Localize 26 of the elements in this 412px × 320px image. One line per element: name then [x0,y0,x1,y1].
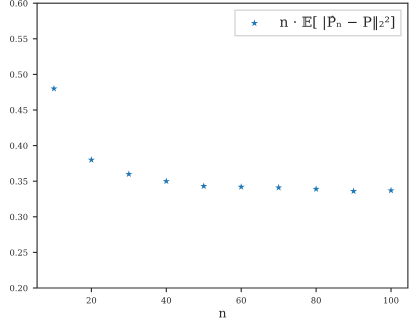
legend-label: n · 𝔼[ |P̂ₙ − P‖₂²] [280,16,394,30]
y-tick-label: 0.35 [10,178,28,184]
y-tick-label: 0.25 [10,249,28,256]
y-tick-label: 0.60 [10,0,28,6]
y-tick-label: 0.30 [10,214,28,220]
point [50,84,58,92]
x-tick-label: 60 [236,297,246,304]
point [350,187,358,194]
point [312,185,320,192]
point [162,178,170,184]
y-tick-label: 0.45 [10,106,28,114]
x-tick-label: 100 [384,297,398,304]
x-axis-title: n [218,310,226,318]
point [238,183,245,190]
x-tick-label: 80 [311,297,321,304]
point [275,184,282,191]
point [200,182,208,190]
point [88,156,95,163]
y-tick-label: 0.40 [10,142,28,149]
point [388,186,395,194]
x-tick-label: 20 [86,297,96,304]
y-tick-label: 0.55 [10,36,28,42]
y-tick-label: 0.50 [10,71,28,78]
point [125,170,132,178]
y-tick-label: 0.20 [10,284,28,292]
x-tick-label: 40 [161,297,172,304]
